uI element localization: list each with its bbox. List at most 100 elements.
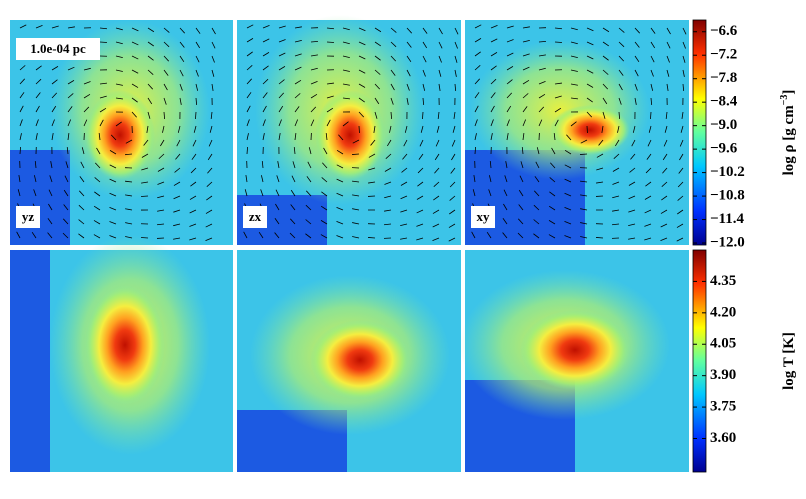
arrow — [177, 125, 181, 133]
scale-label: 1.0e-04 pc — [30, 41, 86, 56]
arrow — [548, 234, 556, 239]
arrow — [645, 181, 652, 187]
arrow — [262, 24, 270, 29]
arrow — [400, 209, 408, 213]
arrow — [602, 69, 609, 75]
arrow — [179, 55, 185, 63]
arrow — [246, 92, 252, 99]
arrow — [374, 41, 381, 47]
arrow — [278, 39, 286, 43]
arrow — [490, 105, 495, 113]
arrow — [368, 181, 376, 184]
arrow — [682, 69, 685, 77]
arrow — [305, 204, 312, 211]
arrow — [586, 41, 594, 46]
arrow — [176, 139, 181, 147]
arrow — [173, 223, 181, 227]
arrow — [416, 223, 424, 227]
arrow — [64, 175, 69, 183]
arrow — [390, 69, 396, 76]
arrow — [596, 153, 604, 158]
arrow — [336, 206, 344, 211]
arrow — [358, 111, 365, 118]
arrow — [602, 83, 609, 90]
arrow — [631, 139, 636, 147]
arrow — [163, 41, 170, 48]
arrow — [294, 79, 302, 85]
arrow — [195, 69, 199, 77]
arrow — [536, 147, 540, 155]
arrow — [79, 176, 85, 183]
arrow — [246, 24, 254, 29]
arrow — [35, 105, 40, 113]
arrow — [66, 146, 69, 155]
arrow — [454, 69, 457, 77]
arrow — [644, 223, 652, 227]
arrow — [262, 119, 266, 127]
arrow — [246, 51, 253, 57]
arrow — [471, 231, 476, 239]
arrow — [294, 133, 297, 141]
arrow — [417, 167, 424, 174]
arrow — [488, 189, 492, 197]
arrow — [179, 69, 184, 77]
arrow — [628, 181, 636, 186]
arrow — [634, 27, 641, 34]
arrow — [310, 40, 319, 43]
arrow — [342, 97, 350, 100]
arrow — [305, 219, 312, 225]
arrow — [147, 27, 155, 33]
colorbar-label: log ρ [g cm−3] — [779, 90, 798, 176]
arrow — [434, 153, 440, 161]
arrow — [50, 161, 53, 169]
arrow — [383, 223, 392, 226]
arrow — [320, 205, 328, 211]
arrow — [435, 139, 440, 147]
arrow — [83, 81, 91, 85]
core — [520, 310, 630, 390]
arrow — [549, 191, 556, 197]
arrow — [586, 111, 593, 118]
arrow — [632, 125, 636, 133]
arrow — [618, 97, 622, 105]
arrow — [174, 167, 181, 173]
arrow — [517, 232, 524, 239]
arrow — [522, 53, 530, 57]
arrow — [617, 125, 620, 133]
arrow — [326, 119, 331, 127]
arrow — [294, 39, 302, 43]
colorbars: −6.6 −7.2 −7.8 −8.4 −9.0 −9.6 −10.2 −10.8 −11.4 −… — [692, 19, 798, 473]
arrow — [618, 69, 624, 76]
arrow — [278, 105, 284, 113]
arrow — [384, 209, 392, 212]
arrow — [156, 223, 165, 226]
arrow — [35, 65, 42, 71]
arrow — [564, 164, 572, 169]
arrow — [666, 41, 671, 49]
arrow — [538, 93, 546, 99]
arrow — [677, 195, 684, 201]
arrow — [416, 195, 424, 200]
arrow — [666, 27, 671, 35]
arrow — [490, 119, 494, 127]
arrow — [551, 147, 556, 155]
arrow — [278, 66, 286, 71]
arrow — [19, 146, 21, 155]
colorbar — [692, 249, 707, 473]
arrow — [613, 153, 620, 160]
arrow — [35, 133, 38, 141]
arrow — [548, 220, 556, 225]
arrow — [586, 83, 594, 88]
arrow — [579, 153, 588, 155]
low-region — [10, 250, 50, 472]
arrow — [533, 233, 540, 239]
arrow — [406, 69, 411, 77]
arrow — [454, 27, 459, 35]
arrow — [206, 195, 213, 201]
arrow — [570, 97, 578, 100]
arrow — [173, 209, 181, 213]
arrow — [175, 153, 181, 160]
arrow — [490, 133, 493, 141]
arrow — [291, 175, 296, 183]
